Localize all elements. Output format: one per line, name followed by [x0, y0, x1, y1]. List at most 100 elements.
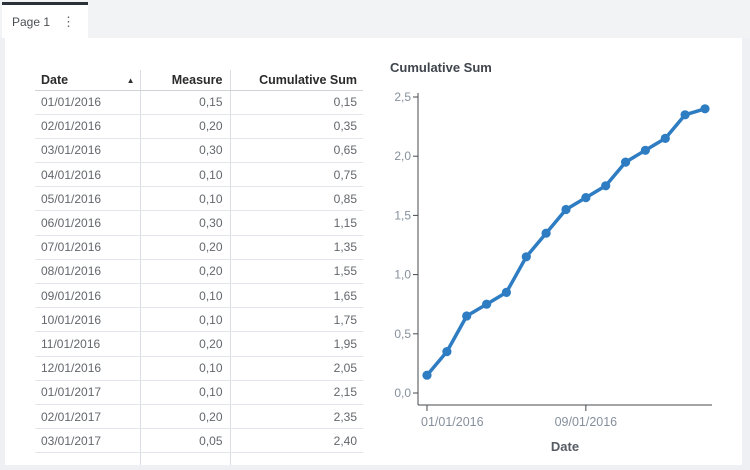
table-cell: 1,15 [230, 210, 363, 236]
sort-ascending-icon: ▲ [126, 75, 135, 85]
table-row[interactable]: 07/01/2016 0,20 1,35 [35, 235, 363, 260]
table-cell: 01/01/2017 [35, 380, 141, 405]
table-cell: 0,85 [230, 186, 363, 212]
table-cell: 03/01/2016 [35, 138, 141, 164]
table-cell: 0,20 [140, 114, 231, 139]
table-row[interactable]: 02/01/2017 0,20 2,35 [35, 404, 363, 430]
data-point[interactable] [462, 311, 472, 321]
data-point[interactable] [640, 145, 650, 155]
table-cell: 0,30 [140, 210, 231, 236]
y-tick-label: 0,5 [394, 327, 411, 341]
table-cell: 12/01/2016 [35, 356, 141, 381]
table-cell: 0,75 [230, 162, 363, 188]
table-cell: 0,20 [140, 235, 231, 260]
table-cell: 06/01/2016 [35, 210, 141, 236]
chart-title: Cumulative Sum [390, 60, 492, 75]
table-cell: 2,40 [230, 428, 363, 454]
table-row[interactable]: 08/01/2016 0,20 1,55 [35, 259, 363, 285]
table-cell: 1,55 [230, 259, 363, 285]
table-row[interactable]: 03/01/2017 0,05 2,40 [35, 428, 363, 454]
data-point[interactable] [521, 252, 531, 262]
data-point[interactable] [581, 193, 591, 203]
x-tick-label: 09/01/2016 [555, 415, 618, 429]
table-cell: 0,20 [140, 404, 231, 430]
table-row[interactable]: 09/01/2016 0,10 1,65 [35, 283, 363, 309]
table-cell: 0,20 [140, 331, 231, 357]
data-point[interactable] [442, 347, 452, 357]
table-cell: 11/01/2016 [35, 331, 141, 357]
table-cell: 03/01/2017 [35, 428, 141, 454]
column-header-cumulative-sum[interactable]: Cumulative Sum [230, 70, 363, 91]
table-cell: 0,15 [230, 90, 363, 115]
column-header-measure[interactable]: Measure [140, 70, 231, 91]
data-table-container: Date ▲ Measure Cumulative Sum 01/01/2016 0,1… [35, 70, 363, 454]
y-tick-label: 1,0 [394, 268, 411, 282]
table-cell: 05/01/2016 [35, 186, 141, 212]
table-cell: 09/01/2016 [35, 283, 141, 309]
data-point[interactable] [501, 287, 511, 297]
table-row[interactable]: 01/01/2017 0,10 2,15 [35, 380, 363, 405]
table-row[interactable]: 06/01/2016 0,30 1,15 [35, 210, 363, 236]
table-cell: 0,05 [140, 428, 231, 454]
table-row[interactable]: 01/01/2016 0,15 0,15 [35, 90, 363, 115]
data-point[interactable] [422, 370, 432, 380]
x-tick-label: 01/01/2016 [421, 415, 484, 429]
table-cell: 08/01/2016 [35, 259, 141, 285]
table-cell: 0,20 [140, 259, 231, 285]
data-point[interactable] [700, 104, 710, 114]
column-divider [230, 453, 231, 465]
data-point[interactable] [601, 181, 611, 191]
data-point[interactable] [482, 299, 492, 309]
page-tab-bar: Page 1 ⋮ [0, 0, 750, 38]
table-row[interactable]: 02/01/2016 0,20 0,35 [35, 114, 363, 139]
report-canvas: Date ▲ Measure Cumulative Sum 01/01/2016 0,1… [5, 38, 742, 465]
table-cell: 1,65 [230, 283, 363, 309]
table-cell: 0,10 [140, 356, 231, 381]
table-cell: 0,10 [140, 186, 231, 212]
kebab-menu-icon[interactable]: ⋮ [62, 14, 76, 29]
table-cell: 2,35 [230, 404, 363, 430]
line-chart: Cumulative Sum 0,0 0,5 1,0 1,5 2,0 2,5 01/01/2… [385, 60, 742, 465]
data-table: Date ▲ Measure Cumulative Sum 01/01/2016 0,1… [35, 70, 363, 454]
table-cell: 02/01/2016 [35, 114, 141, 139]
table-row[interactable]: 05/01/2016 0,10 0,85 [35, 186, 363, 212]
table-cell: 0,10 [140, 283, 231, 309]
page-tab[interactable]: Page 1 ⋮ [2, 2, 88, 38]
table-row[interactable]: 11/01/2016 0,20 1,95 [35, 331, 363, 357]
y-tick-label: 0,0 [394, 386, 411, 400]
chart-plot-area[interactable]: 0,0 0,5 1,0 1,5 2,0 2,5 01/01/2016 09/01/2016 Da… [385, 85, 742, 465]
page-tab-label: Page 1 [11, 14, 51, 29]
table-cell: 07/01/2016 [35, 235, 141, 260]
table-cell: 1,95 [230, 331, 363, 357]
table-cell: 0,10 [140, 380, 231, 405]
table-cell: 0,65 [230, 138, 363, 164]
x-axis-title: Date [551, 439, 579, 454]
table-row[interactable]: 04/01/2016 0,10 0,75 [35, 162, 363, 188]
column-header-date[interactable]: Date ▲ [35, 70, 141, 91]
table-cell: 04/01/2016 [35, 162, 141, 188]
data-point[interactable] [680, 110, 690, 120]
data-point[interactable] [541, 228, 551, 238]
table-cell: 02/01/2017 [35, 404, 141, 430]
series-line [425, 107, 707, 377]
table-cell: 0,10 [140, 307, 231, 333]
table-cell: 0,35 [230, 114, 363, 139]
table-cell: 0,30 [140, 138, 231, 164]
data-point[interactable] [561, 204, 571, 215]
table-header-row: Date ▲ Measure Cumulative Sum [35, 70, 363, 91]
y-tick-label: 2,5 [394, 90, 411, 104]
table-cell: 1,35 [230, 235, 363, 260]
data-point[interactable] [621, 157, 631, 167]
table-row[interactable]: 03/01/2016 0,30 0,65 [35, 138, 363, 164]
table-cell: 10/01/2016 [35, 307, 141, 333]
y-tick-label: 2,0 [394, 149, 411, 163]
table-row[interactable]: 10/01/2016 0,10 1,75 [35, 307, 363, 333]
table-cell: 0,15 [140, 90, 231, 115]
column-divider [140, 453, 141, 465]
table-cell: 2,15 [230, 380, 363, 405]
table-row[interactable]: 12/01/2016 0,10 2,05 [35, 356, 363, 381]
table-cell: 2,05 [230, 356, 363, 381]
data-point[interactable] [660, 133, 670, 143]
y-tick-label: 1,5 [394, 208, 411, 222]
table-cell: 01/01/2016 [35, 90, 141, 115]
